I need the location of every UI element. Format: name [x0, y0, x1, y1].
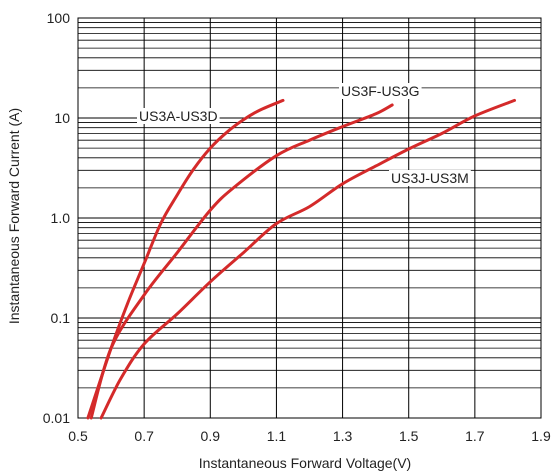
series-labels: US3A-US3D US3F-US3G US3J-US3M: [137, 83, 471, 186]
y-axis-label: Instantaneous Forward Current (A): [6, 108, 22, 324]
x-tick-label: 1.1: [267, 428, 287, 444]
x-tick-label: 0.7: [134, 428, 154, 444]
y-tick-labels: 0.01 0.1 1.0 10 100: [43, 10, 70, 426]
series-label: US3F-US3G: [341, 83, 420, 99]
series-line: [99, 98, 516, 420]
x-tick-label: 1.7: [465, 428, 485, 444]
series-label-background: [339, 83, 422, 99]
y-tick-label: 100: [47, 10, 71, 26]
x-axis-label: Instantaneous Forward Voltage(V): [199, 455, 411, 471]
series-label-background: [389, 170, 471, 186]
x-tick-label: 0.5: [68, 428, 88, 444]
y-tick-label: 1.0: [51, 210, 71, 226]
series-curves: [86, 98, 516, 420]
grid: [77, 18, 542, 419]
x-tick-labels: 0.5 0.7 0.9 1.1 1.3 1.5 1.7 1.9: [68, 428, 551, 444]
plot-frame: [77, 17, 542, 419]
x-tick-label: 1.3: [333, 428, 353, 444]
series-line: [86, 98, 285, 420]
series-label: US3A-US3D: [139, 108, 218, 124]
x-tick-label: 1.9: [531, 428, 551, 444]
y-tick-label: 0.01: [43, 410, 70, 426]
x-tick-label: 1.5: [399, 428, 419, 444]
series-line: [89, 103, 394, 420]
series-label: US3J-US3M: [391, 170, 469, 186]
series-label-background: [137, 108, 220, 124]
x-tick-label: 0.9: [201, 428, 221, 444]
y-tick-label: 0.1: [51, 310, 71, 326]
y-tick-label: 10: [54, 110, 70, 126]
